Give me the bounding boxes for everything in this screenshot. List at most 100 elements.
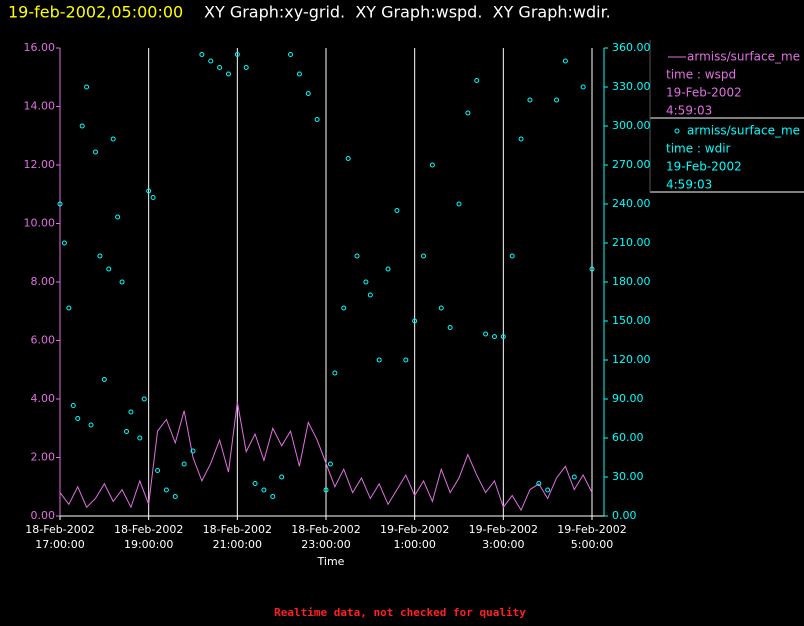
y2-tick-label: 210.00 (612, 236, 651, 249)
legend-date: 19-Feb-2002 (666, 160, 742, 174)
wdir-point (66, 305, 72, 311)
wdir-point (447, 325, 453, 330)
wdir-point (305, 91, 311, 96)
wdir-point (261, 487, 267, 493)
x-tick-label: 19-Feb-2002 5:00:00 (557, 523, 627, 551)
legend-name: armiss/surface_me (687, 124, 800, 138)
wdir-point (327, 461, 333, 467)
x-tick-label: 19-Feb-2002 1:00:00 (379, 523, 450, 551)
wdir-point (101, 377, 107, 382)
footer: Realtime data, not checked for quality (274, 606, 526, 619)
wdir-point (252, 481, 258, 486)
wdir-point (345, 156, 351, 161)
y-tick-label: 14.00 (24, 100, 56, 113)
y-tick-label: 16.00 (24, 41, 56, 54)
wdir-point (323, 487, 329, 493)
legend-field: time : wspd (666, 68, 736, 82)
wdir-point (106, 266, 112, 272)
wdir-point (141, 396, 147, 402)
wdir-point (75, 416, 81, 421)
wdir-point (217, 65, 223, 70)
y-tick-label: 12.00 (24, 158, 56, 171)
wdir-point (554, 97, 560, 103)
y2-tick-label: 0.00 (612, 509, 637, 522)
wdir-point (146, 188, 152, 194)
x-tick-label: 18-Feb-2002 23:00:00 (291, 523, 361, 551)
wdir-point (88, 422, 94, 428)
wdir-point (403, 357, 409, 363)
wdir-point (518, 136, 524, 142)
wdir-point (128, 409, 134, 415)
wdir-point (341, 305, 347, 311)
wdir-point (288, 52, 294, 57)
wdir-point (536, 481, 542, 486)
wdir-point (163, 487, 169, 493)
wdir-point (243, 65, 249, 70)
wdir-point (79, 123, 85, 129)
wdir-point (500, 334, 506, 340)
wdir-point (181, 461, 187, 467)
y-tick-label: 2.00 (31, 451, 56, 464)
wdir-point (155, 468, 161, 473)
wdir-point (150, 195, 156, 200)
wdir-point (367, 292, 373, 298)
y-tick-label: 6.00 (31, 334, 56, 347)
wdir-point (296, 71, 302, 77)
wdir-point (509, 253, 515, 259)
y2-tick-label: 30.00 (612, 470, 644, 483)
wdir-point (421, 253, 427, 259)
wdir-point (385, 266, 391, 272)
legend-date: 19-Feb-2002 (666, 86, 742, 100)
wdir-point (465, 110, 471, 116)
wdir-point (314, 117, 320, 122)
wdir-point (84, 84, 90, 90)
wdir-point (279, 474, 285, 480)
y2-tick-label: 90.00 (612, 392, 644, 405)
wdir-point (562, 58, 568, 64)
legend-time: 4:59:03 (666, 178, 712, 192)
wdir-point (474, 78, 480, 83)
x-tick-label: 18-Feb-2002 21:00:00 (202, 523, 273, 551)
legend-name: armiss/surface_me (687, 50, 800, 64)
y2-tick-label: 120.00 (612, 353, 651, 366)
legend-marker (674, 128, 680, 134)
wdir-point (332, 370, 338, 376)
y2-tick-label: 300.00 (612, 119, 651, 132)
x-tick-label: 19-Feb-2002 3:00:00 (468, 523, 539, 551)
wdir-point (61, 240, 67, 246)
y2-tick-label: 360.00 (612, 41, 651, 54)
wdir-point (225, 71, 231, 77)
wdir-point (208, 58, 214, 64)
wdir-point (124, 429, 129, 434)
wdir-point (545, 487, 551, 493)
wdir-point (412, 318, 418, 324)
wdir-point (580, 84, 586, 90)
wdir-point (190, 448, 196, 454)
timestamp: 19-feb-2002,05:00:00 (8, 3, 183, 22)
wdir-point (70, 403, 76, 408)
legend-time: 4:59:03 (666, 104, 712, 118)
y2-tick-label: 330.00 (612, 80, 651, 93)
wdir-point (527, 97, 533, 103)
wdir-point (491, 334, 497, 340)
graph-list: XY Graph:xy-grid. XY Graph:wspd. XY Grap… (204, 3, 611, 22)
y-tick-label: 0.00 (31, 509, 56, 522)
wdir-point (456, 201, 462, 207)
legend-field: time : wdir (666, 142, 731, 156)
y2-tick-label: 240.00 (612, 197, 651, 210)
x-tick-label: 18-Feb-2002 19:00:00 (113, 523, 184, 551)
y-tick-label: 10.00 (24, 217, 56, 230)
wdir-point (97, 253, 103, 259)
wdir-point (172, 494, 178, 499)
y-tick-label: 4.00 (31, 392, 56, 405)
y2-tick-label: 270.00 (612, 158, 651, 171)
wdir-point (363, 279, 369, 285)
wspd-line (59, 401, 593, 512)
wdir-point (589, 266, 595, 272)
y2-tick-label: 60.00 (612, 431, 644, 444)
wdir-point (571, 474, 577, 480)
x-tick-label: 18-Feb-2002 17:00:00 (25, 523, 95, 551)
y2-tick-label: 180.00 (612, 275, 651, 288)
